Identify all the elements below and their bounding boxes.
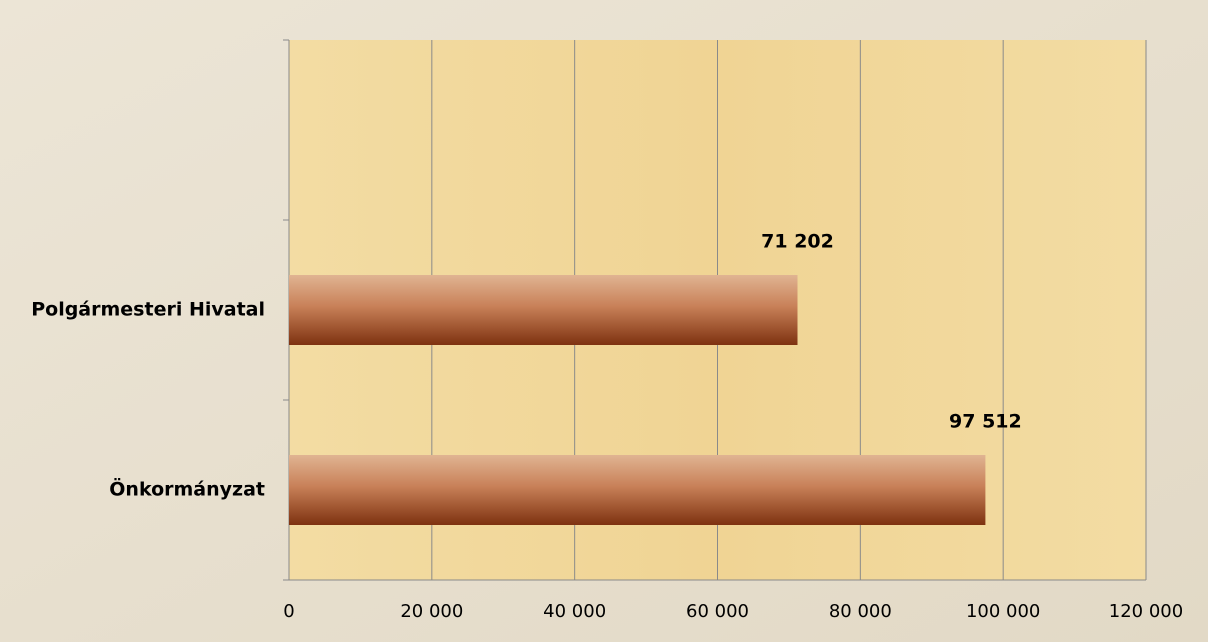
x-tick-label: 60 000 — [686, 601, 749, 622]
x-tick-label: 100 000 — [966, 601, 1040, 622]
bar — [289, 455, 986, 525]
data-label: 71 202 — [761, 231, 834, 253]
x-tick-label: 120 000 — [1109, 601, 1183, 622]
data-label: 97 512 — [949, 411, 1022, 433]
x-tick-label: 0 — [283, 601, 294, 622]
x-tick-label: 20 000 — [400, 601, 463, 622]
x-tick-label: 40 000 — [543, 601, 606, 622]
bar — [289, 275, 798, 345]
x-tick-label: 80 000 — [829, 601, 892, 622]
y-tick-label: Polgármesteri Hivatal — [31, 299, 265, 321]
y-tick-label: Önkormányzat — [109, 477, 265, 501]
